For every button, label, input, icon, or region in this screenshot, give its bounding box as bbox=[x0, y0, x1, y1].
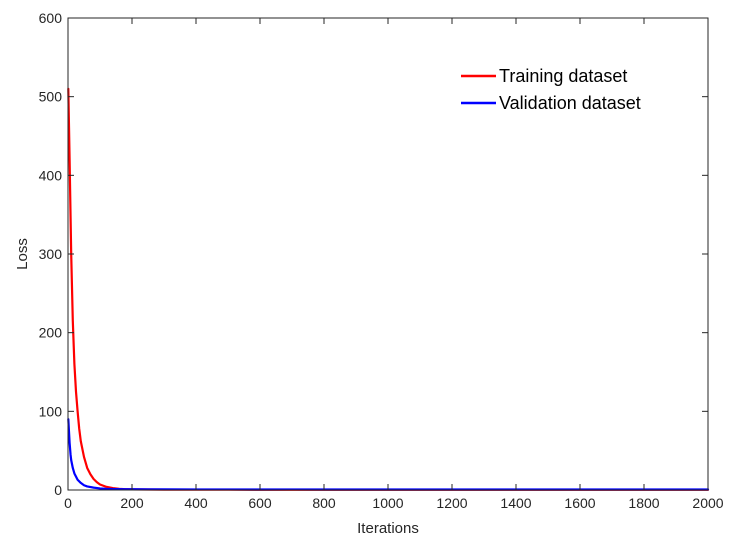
x-tick-label: 400 bbox=[184, 495, 208, 511]
x-tick-label: 1200 bbox=[436, 495, 467, 511]
x-tick-label: 600 bbox=[248, 495, 272, 511]
x-tick-label: 0 bbox=[64, 495, 72, 511]
x-tick-label: 1400 bbox=[500, 495, 531, 511]
x-axis-title: Iterations bbox=[357, 520, 419, 537]
y-tick-label: 400 bbox=[39, 167, 63, 183]
legend-label-validation: Validation dataset bbox=[499, 93, 641, 113]
y-tick-label: 300 bbox=[39, 246, 63, 262]
legend: Training dataset Validation dataset bbox=[461, 66, 641, 113]
y-tick-label: 500 bbox=[39, 89, 63, 105]
y-tick-label: 100 bbox=[39, 403, 63, 419]
x-tick-label: 1600 bbox=[564, 495, 595, 511]
x-tick-label: 200 bbox=[120, 495, 144, 511]
legend-label-training: Training dataset bbox=[499, 66, 627, 86]
y-axis-title: Loss bbox=[14, 238, 31, 270]
y-tick-label: 0 bbox=[54, 482, 62, 498]
plot-area bbox=[68, 18, 708, 490]
y-tick-label: 200 bbox=[39, 325, 63, 341]
x-tick-label: 800 bbox=[312, 495, 336, 511]
x-tick-label: 2000 bbox=[692, 495, 723, 511]
tick-layer: 0 200 400 600 800 1000 1200 1400 1600 1800 2000 0 10… bbox=[39, 10, 724, 511]
y-tick-label: 600 bbox=[39, 10, 63, 26]
x-tick-label: 1000 bbox=[372, 495, 403, 511]
x-tick-label: 1800 bbox=[628, 495, 659, 511]
